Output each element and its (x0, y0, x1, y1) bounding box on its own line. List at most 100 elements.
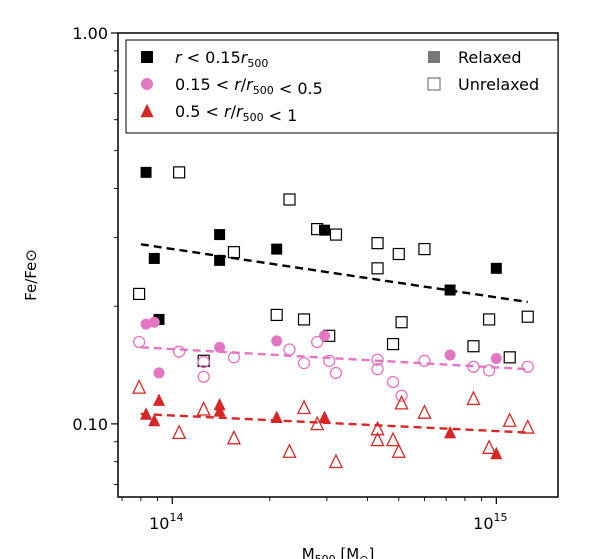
data-point (148, 413, 161, 427)
data-point (386, 375, 400, 389)
data-point (329, 228, 343, 241)
data-point (283, 193, 296, 206)
x-tick-label-exponent: 15 (494, 511, 508, 524)
legend-state-entries: Relaxed Unrelaxed (427, 48, 539, 94)
legend-marker-inner (141, 51, 153, 63)
plot-frame (117, 32, 559, 498)
series-outer-relaxed (140, 393, 503, 460)
data-point (521, 360, 534, 373)
legend-label-outer: 0.5 < r/r500 < 1 (175, 102, 297, 125)
legend-label-part: 0.5 < (175, 102, 224, 121)
axis-ticks (111, 32, 497, 504)
data-point (318, 410, 331, 423)
data-point (395, 316, 408, 329)
data-point (385, 431, 401, 447)
data-point (227, 351, 241, 364)
data-point (311, 335, 324, 349)
data-point (503, 351, 516, 364)
legend-label-part: r (246, 75, 254, 94)
data-markers (132, 166, 535, 469)
x-tick-label: 1015 (473, 511, 507, 533)
data-point (214, 254, 226, 266)
legend-label-part: r (241, 48, 249, 67)
legend-label-subscript: 500 (253, 84, 274, 97)
data-point (502, 412, 517, 427)
axis-tick-labels: 1.00 0.10 1014 1015 (72, 24, 507, 533)
data-point (227, 246, 241, 259)
data-point (133, 287, 146, 301)
data-point (395, 389, 408, 402)
legend-label-part: r (234, 75, 242, 94)
fit-line-inner (140, 243, 528, 304)
x-tick-label-exponent: 14 (169, 511, 183, 524)
data-point (152, 393, 166, 406)
data-point (172, 345, 186, 358)
data-point (490, 446, 503, 460)
data-point (310, 415, 325, 431)
data-point (214, 341, 226, 353)
data-point (282, 443, 297, 458)
series-mid-relaxed (140, 316, 502, 379)
series-inner-unrelaxed (133, 166, 534, 367)
data-point (132, 379, 147, 394)
data-point (466, 390, 481, 406)
data-point (148, 316, 160, 328)
data-point (328, 453, 344, 469)
data-point (370, 420, 385, 436)
legend-marker-unrelaxed (427, 77, 441, 91)
legend-label-part: 0.15 < (175, 75, 234, 94)
data-point (140, 318, 152, 330)
legend-label-part: < 1 (264, 106, 298, 125)
x-axis-label: M500 [M⊙] (302, 545, 375, 559)
data-point (467, 340, 480, 353)
data-point (296, 399, 312, 415)
data-point (270, 308, 283, 322)
legend-label-part: / (231, 102, 237, 121)
legend-box (125, 39, 559, 134)
y-tick-label: 0.10 (72, 415, 108, 434)
data-point (140, 407, 153, 420)
data-point (173, 166, 186, 179)
legend-label-unrelaxed: Unrelaxed (458, 75, 539, 94)
data-point (172, 424, 187, 440)
data-point (196, 400, 211, 416)
data-point (392, 247, 405, 261)
data-point (271, 243, 283, 255)
legend-label-relaxed: Relaxed (458, 48, 521, 67)
data-point (148, 252, 160, 264)
data-point (418, 354, 431, 367)
data-point (482, 439, 497, 454)
data-point (283, 343, 296, 356)
data-point (417, 404, 432, 419)
x-axis-label-sub: 500 (315, 553, 336, 559)
legend-label-part: < 0.15 (182, 48, 241, 67)
data-point (483, 313, 496, 326)
x-axis-label-sun: ⊙ (359, 553, 368, 559)
data-point (467, 360, 480, 373)
x-axis-label-main: M (302, 545, 315, 559)
data-point (371, 353, 384, 366)
data-point (371, 262, 384, 275)
data-point (323, 354, 336, 367)
data-point (418, 242, 431, 256)
data-point (297, 357, 311, 370)
data-point (444, 349, 456, 361)
legend-marker-relaxed (428, 51, 440, 63)
data-point (132, 335, 146, 349)
data-point (394, 394, 409, 410)
data-point (197, 355, 210, 369)
data-point (490, 262, 502, 274)
y-tick-label: 1.00 (72, 24, 108, 43)
data-point (319, 330, 331, 342)
data-point (226, 429, 242, 445)
data-point (490, 352, 502, 364)
data-point (197, 370, 210, 383)
series-outer-unrelaxed (132, 379, 535, 469)
data-point (370, 431, 385, 447)
data-point (319, 224, 331, 236)
x-axis-label-close: ] (368, 545, 374, 559)
x-tick-label: 1014 (149, 511, 183, 533)
data-point (214, 229, 226, 241)
